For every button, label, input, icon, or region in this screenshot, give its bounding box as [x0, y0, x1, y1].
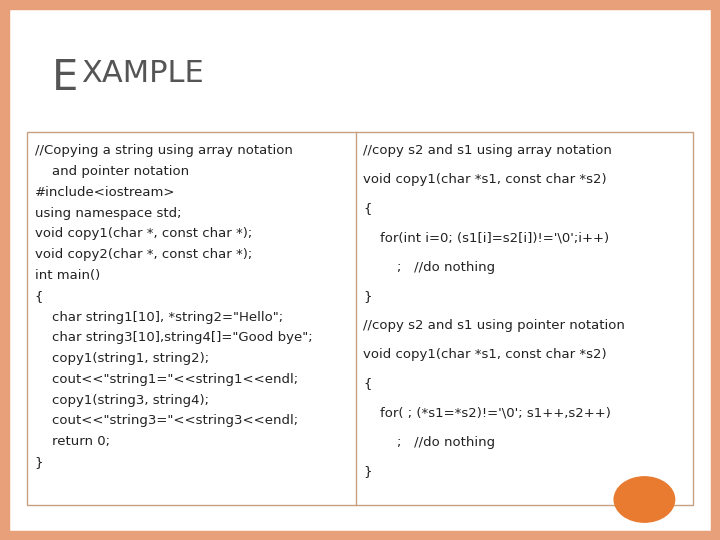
Text: char string3[10],string4[]="Good bye";: char string3[10],string4[]="Good bye";: [35, 332, 312, 345]
Text: for( ; (*s1=*s2)!='\0'; s1++,s2++): for( ; (*s1=*s2)!='\0'; s1++,s2++): [363, 407, 611, 420]
Text: void copy1(char *, const char *);: void copy1(char *, const char *);: [35, 227, 252, 240]
Text: E: E: [52, 57, 78, 99]
Text: {: {: [363, 377, 372, 390]
Text: return 0;: return 0;: [35, 435, 109, 448]
Text: //Copying a string using array notation: //Copying a string using array notation: [35, 144, 292, 157]
Text: and pointer notation: and pointer notation: [35, 165, 189, 178]
Text: void copy1(char *s1, const char *s2): void copy1(char *s1, const char *s2): [363, 348, 607, 361]
Text: {: {: [363, 202, 372, 215]
Text: int main(): int main(): [35, 269, 100, 282]
Text: #include<iostream>: #include<iostream>: [35, 186, 175, 199]
Text: void copy2(char *, const char *);: void copy2(char *, const char *);: [35, 248, 252, 261]
Text: copy1(string1, string2);: copy1(string1, string2);: [35, 352, 209, 365]
Text: XAMPLE: XAMPLE: [81, 59, 203, 89]
Text: {: {: [35, 290, 43, 303]
Text: //copy s2 and s1 using array notation: //copy s2 and s1 using array notation: [363, 144, 612, 157]
Text: ;   //do nothing: ; //do nothing: [363, 261, 495, 274]
Text: for(int i=0; (s1[i]=s2[i])!='\0';i++): for(int i=0; (s1[i]=s2[i])!='\0';i++): [363, 232, 609, 245]
Text: ;   //do nothing: ; //do nothing: [363, 436, 495, 449]
Bar: [27, 132, 693, 505]
Circle shape: [614, 477, 675, 522]
Text: }: }: [363, 290, 372, 303]
Text: copy1(string3, string4);: copy1(string3, string4);: [35, 394, 209, 407]
Text: using namespace std;: using namespace std;: [35, 206, 181, 220]
Text: void copy1(char *s1, const char *s2): void copy1(char *s1, const char *s2): [363, 173, 607, 186]
Text: cout<<"string1="<<string1<<endl;: cout<<"string1="<<string1<<endl;: [35, 373, 297, 386]
Text: }: }: [35, 456, 43, 469]
Text: char string1[10], *string2="Hello";: char string1[10], *string2="Hello";: [35, 310, 283, 323]
Text: //copy s2 and s1 using pointer notation: //copy s2 and s1 using pointer notation: [363, 319, 625, 332]
Text: }: }: [363, 465, 372, 478]
Text: cout<<"string3="<<string3<<endl;: cout<<"string3="<<string3<<endl;: [35, 415, 297, 428]
